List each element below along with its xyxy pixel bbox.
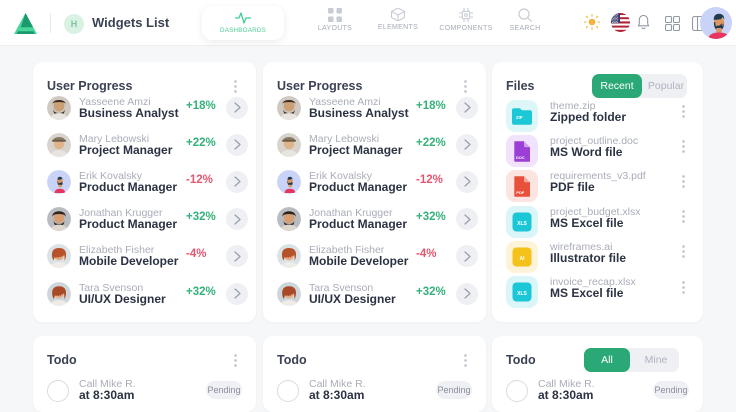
svg-text:XLS: XLS (517, 220, 527, 226)
svg-text:DOC: DOC (515, 154, 524, 159)
svg-text:XLS: XLS (517, 291, 527, 297)
svg-text:AI: AI (520, 256, 526, 262)
svg-text:PDF: PDF (516, 190, 525, 195)
svg-text:ZIP: ZIP (516, 115, 523, 120)
